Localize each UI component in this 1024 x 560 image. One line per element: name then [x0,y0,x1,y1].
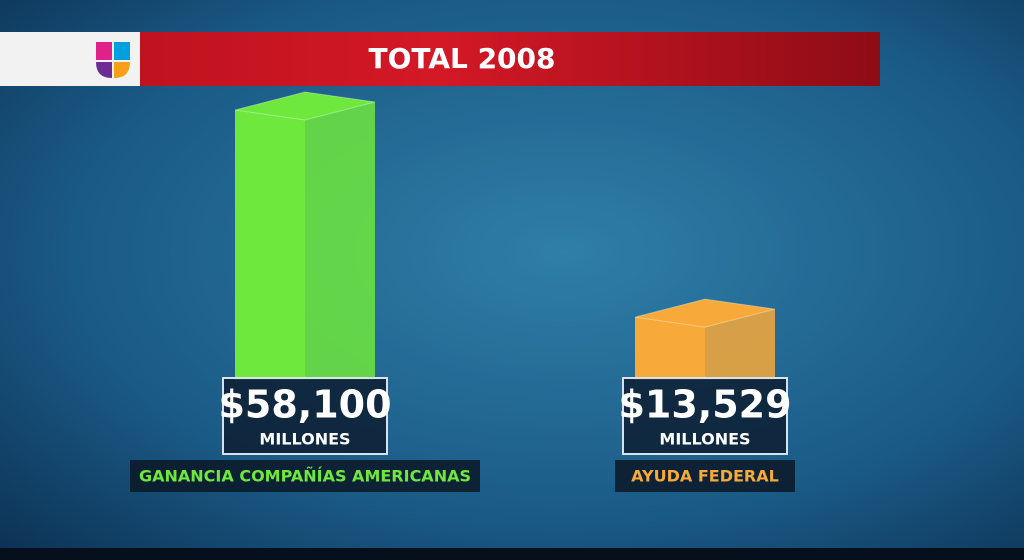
unit-label: MILLONES [259,430,350,449]
title-banner [0,32,880,86]
value-label: $13,529 [618,383,791,427]
bar-front [235,110,305,380]
bottom-edge [0,548,1024,560]
category-box [130,460,480,492]
logo [96,42,130,78]
bar-side [705,309,775,380]
bar-side [305,102,375,380]
value-box [622,377,788,455]
value-box [222,377,388,455]
bar-top [634,298,776,328]
bar-top [234,91,376,121]
category-label: AYUDA FEDERAL [631,467,779,486]
category-label: GANANCIA COMPAÑÍAS AMERICANAS [139,467,471,486]
bar-front [635,317,705,380]
unit-label: MILLONES [659,430,750,449]
chart-title: TOTAL 2008 [368,42,555,75]
category-box [615,460,795,492]
value-label: $58,100 [218,383,391,427]
